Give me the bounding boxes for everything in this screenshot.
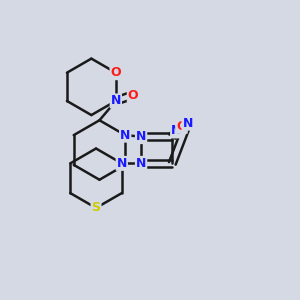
Text: O: O	[110, 66, 121, 79]
Text: N: N	[120, 129, 130, 142]
Text: N: N	[117, 157, 127, 170]
Text: N: N	[111, 94, 121, 107]
Text: N: N	[136, 130, 146, 143]
Text: O: O	[176, 120, 187, 133]
Text: N: N	[136, 157, 146, 170]
Text: S: S	[92, 202, 100, 214]
Text: N: N	[182, 117, 193, 130]
Text: N: N	[171, 124, 181, 137]
Text: O: O	[128, 88, 138, 101]
